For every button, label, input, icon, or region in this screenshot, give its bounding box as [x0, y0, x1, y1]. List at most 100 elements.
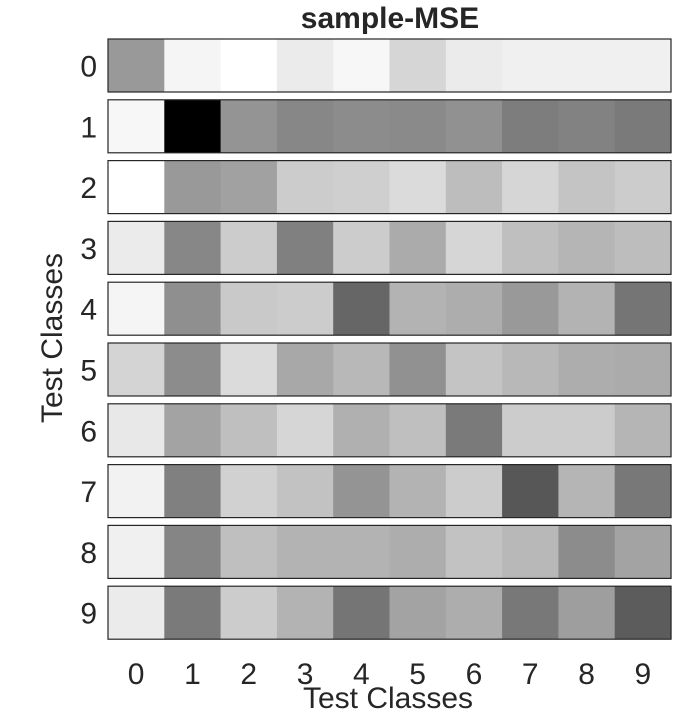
heatmap-cell	[108, 586, 165, 640]
heatmap-row	[107, 281, 672, 336]
heatmap-cell	[558, 343, 616, 396]
heatmap-cell	[502, 403, 559, 457]
heatmap-cell	[389, 99, 447, 153]
heatmap-cell	[614, 343, 672, 396]
y-tick-label: 1	[80, 111, 97, 144]
row-frame	[107, 220, 672, 275]
heatmap-cell	[614, 403, 672, 457]
heatmap-cell	[389, 586, 447, 640]
heatmap-cell	[108, 403, 165, 457]
heatmap-cell	[333, 99, 391, 153]
chart-title: sample-MSE	[301, 2, 479, 35]
heatmap-cell	[276, 464, 334, 518]
row-frame	[107, 342, 672, 397]
heatmap-cell	[108, 525, 165, 579]
x-tick-label: 3	[297, 658, 314, 691]
heatmap-cell	[108, 39, 165, 92]
heatmap-cell	[164, 586, 222, 640]
heatmap-cell	[445, 39, 503, 92]
heatmap-cell	[614, 525, 672, 579]
heatmap-row	[107, 524, 672, 580]
heatmap-cell	[333, 403, 391, 457]
y-tick-label: 2	[80, 172, 97, 205]
row-frame	[107, 281, 672, 336]
x-tick-label: 8	[578, 658, 595, 691]
heatmap-cell	[614, 160, 672, 214]
heatmap-cell	[108, 282, 165, 336]
heatmap-cell	[276, 525, 334, 579]
heatmap-cell	[108, 160, 165, 214]
heatmap-cell	[276, 99, 334, 153]
heatmap-row	[107, 403, 672, 458]
heatmap-cell	[333, 160, 391, 214]
heatmap-cell	[558, 39, 616, 92]
row-frame	[107, 464, 672, 519]
heatmap-cell	[333, 39, 391, 92]
heatmap-cell	[558, 282, 616, 336]
row-frame	[107, 524, 672, 580]
heatmap-cell	[614, 282, 672, 336]
heatmap-cell	[164, 99, 222, 153]
heatmap-cell	[558, 160, 616, 214]
x-tick-label: 2	[240, 658, 257, 691]
heatmap-cell	[445, 343, 503, 396]
heatmap-cell	[220, 586, 278, 640]
heatmap-cell	[502, 160, 559, 214]
heatmap-cell	[502, 39, 559, 92]
heatmap-rows	[107, 38, 672, 640]
row-frame	[107, 160, 672, 215]
heatmap-cell	[220, 525, 278, 579]
heatmap-cell	[389, 343, 447, 396]
heatmap-cell	[164, 403, 222, 457]
heatmap-cell	[445, 282, 503, 336]
y-tick-label: 9	[80, 598, 97, 631]
heatmap-cell	[276, 586, 334, 640]
x-tick-labels: 0 1 2 3 4 5 6 7 8 9	[128, 658, 651, 691]
heatmap-cell	[558, 99, 616, 153]
heatmap-row	[107, 99, 672, 154]
y-tick-label: 5	[80, 355, 97, 388]
heatmap-row	[107, 38, 672, 93]
heatmap-cell	[389, 221, 447, 275]
heatmap-row	[107, 342, 672, 397]
row-frame	[107, 99, 672, 154]
heatmap-cell	[389, 464, 447, 518]
y-tick-labels: 0 1 2 3 4 5 6 7 8 9	[80, 51, 97, 631]
row-frame	[107, 38, 672, 93]
heatmap-cell	[389, 525, 447, 579]
heatmap-cell	[502, 343, 559, 396]
heatmap-row	[107, 220, 672, 275]
heatmap-cell	[220, 221, 278, 275]
y-tick-label: 4	[80, 294, 97, 327]
heatmap-cell	[108, 221, 165, 275]
y-tick-label: 0	[80, 51, 97, 84]
heatmap-cell	[333, 343, 391, 396]
y-tick-label: 8	[80, 537, 97, 570]
heatmap-row	[107, 585, 672, 640]
heatmap-cell	[276, 39, 334, 92]
heatmap-cell	[614, 221, 672, 275]
heatmap-cell	[276, 403, 334, 457]
heatmap-cell	[333, 282, 391, 336]
heatmap-cell	[108, 464, 165, 518]
heatmap-cell	[333, 586, 391, 640]
heatmap-cell	[333, 221, 391, 275]
x-tick-label: 6	[466, 658, 483, 691]
heatmap-cell	[445, 586, 503, 640]
heatmap-cell	[614, 39, 672, 92]
heatmap-cell	[502, 221, 559, 275]
heatmap-cell	[445, 221, 503, 275]
heatmap-cell	[164, 221, 222, 275]
heatmap-cell	[558, 525, 616, 579]
x-axis-label: Test Classes	[303, 682, 473, 715]
heatmap-cell	[389, 39, 447, 92]
heatmap-cell	[502, 525, 559, 579]
heatmap-cell	[220, 464, 278, 518]
y-tick-label: 3	[80, 233, 97, 266]
y-axis-label: Test Classes	[36, 253, 69, 423]
heatmap-cell	[614, 99, 672, 153]
heatmap-cell	[220, 160, 278, 214]
heatmap-cell	[276, 160, 334, 214]
heatmap-cell	[164, 160, 222, 214]
heatmap-cell	[164, 39, 222, 92]
